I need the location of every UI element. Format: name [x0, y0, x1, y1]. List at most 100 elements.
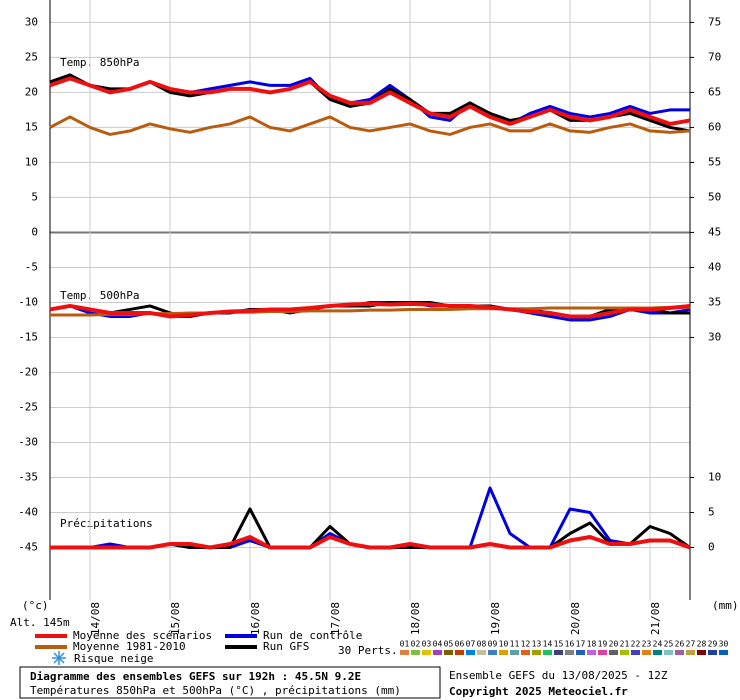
- perturbation-swatch: [653, 650, 662, 655]
- perturbation-swatch: [664, 650, 673, 655]
- panel-label: Précipitations: [60, 517, 153, 530]
- perturbation-label: 28: [697, 640, 707, 649]
- perturbation-label: 18: [587, 640, 597, 649]
- perturbation-label: 14: [543, 640, 553, 649]
- perturbation-label: 27: [686, 640, 696, 649]
- perturbation-swatch: [422, 650, 431, 655]
- perturbation-label: 17: [576, 640, 586, 649]
- y-tick-label: -30: [18, 435, 38, 448]
- snow-icon: [52, 651, 66, 665]
- perturbation-swatch: [488, 650, 497, 655]
- y2-tick-label: 40: [708, 260, 721, 273]
- y2-tick-label: 65: [708, 85, 721, 98]
- y-tick-label: -15: [18, 330, 38, 343]
- y-unit: (°c): [22, 599, 49, 612]
- perturbation-swatch: [697, 650, 706, 655]
- perturbation-swatch: [598, 650, 607, 655]
- y2-tick-label: 5: [708, 505, 715, 518]
- perturbation-swatch: [631, 650, 640, 655]
- y-tick-label: 30: [25, 15, 38, 28]
- y-tick-label: 15: [25, 120, 38, 133]
- legend-label: Run GFS: [263, 640, 309, 653]
- y2-tick-label: 0: [708, 540, 715, 553]
- y2-tick-label: 10: [708, 470, 721, 483]
- footer-box: [19, 666, 441, 699]
- perturbation-label: 20: [609, 640, 619, 649]
- perturbation-swatch: [521, 650, 530, 655]
- perturbation-label: 16: [565, 640, 575, 649]
- footer-title: Diagramme des ensembles GEFS sur 192h : …: [30, 670, 361, 683]
- y-tick-label: 20: [25, 85, 38, 98]
- y2-tick-label: 35: [708, 295, 721, 308]
- altitude: Alt. 145m: [10, 616, 70, 629]
- y-tick-label: -40: [18, 505, 38, 518]
- perturbation-label: 25: [664, 640, 674, 649]
- perturbation-label: 30: [719, 640, 729, 649]
- y2-unit: (mm): [712, 599, 739, 612]
- perturbation-label: 26: [675, 640, 685, 649]
- y-tick-label: -25: [18, 400, 38, 413]
- perturbation-label: 07: [466, 640, 476, 649]
- legend-label: Run de contrôle: [263, 629, 362, 642]
- perturbation-label: 15: [554, 640, 564, 649]
- perturbation-label: 19: [598, 640, 608, 649]
- series-line: [49, 76, 691, 126]
- y-tick-label: 0: [31, 225, 38, 238]
- perturbation-label: 24: [653, 640, 663, 649]
- perturbation-swatch: [565, 650, 574, 655]
- y2-tick-label: 55: [708, 155, 721, 168]
- perturbation-label: 13: [532, 640, 542, 649]
- x-tick-label: 20/08: [569, 602, 582, 635]
- y2-tick-label: 50: [708, 190, 721, 203]
- perturbation-label: 12: [521, 640, 531, 649]
- footer-subtitle: Températures 850hPa et 500hPa (°C) , pré…: [30, 684, 401, 697]
- panel-label: Temp. 850hPa: [60, 56, 139, 69]
- perturbation-label: 01: [400, 640, 410, 649]
- perturbation-swatch: [554, 650, 563, 655]
- perturbation-swatch: [477, 650, 486, 655]
- perturbation-label: 06: [455, 640, 465, 649]
- perturbation-swatch: [642, 650, 651, 655]
- perturbation-swatch: [455, 650, 464, 655]
- perturbation-swatch: [532, 650, 541, 655]
- x-tick-label: 14/08: [89, 602, 102, 635]
- series-line: [49, 115, 691, 136]
- perturbation-swatch: [609, 650, 618, 655]
- y2-tick-label: 45: [708, 225, 721, 238]
- perturbation-swatch: [433, 650, 442, 655]
- perts-label: 30 Perts.: [338, 644, 398, 657]
- footer-run: Ensemble GEFS du 13/08/2025 - 12Z: [449, 669, 668, 682]
- x-tick-label: 18/08: [409, 602, 422, 635]
- perturbation-label: 08: [477, 640, 487, 649]
- perturbation-swatch: [543, 650, 552, 655]
- y-tick-label: -10: [18, 295, 38, 308]
- y-tick-label: -45: [18, 540, 38, 553]
- perturbation-label: 09: [488, 640, 498, 649]
- y-tick-label: -35: [18, 470, 38, 483]
- y-tick-label: -5: [25, 260, 38, 273]
- perturbation-swatch: [510, 650, 519, 655]
- x-tick-label: 21/08: [649, 602, 662, 635]
- perturbation-swatch: [576, 650, 585, 655]
- legend-label: Moyenne des scénarios: [73, 629, 212, 642]
- series-line: [49, 301, 691, 319]
- panel-label: Temp. 500hPa: [60, 289, 139, 302]
- perturbation-label: 11: [510, 640, 520, 649]
- perturbation-label: 29: [708, 640, 718, 649]
- series-line: [50, 534, 691, 550]
- y2-tick-label: 60: [708, 120, 721, 133]
- footer-copyright: Copyright 2025 Meteociel.fr: [449, 685, 628, 698]
- perturbation-swatch: [686, 650, 695, 655]
- y-tick-label: -20: [18, 365, 38, 378]
- perturbation-swatch: [499, 650, 508, 655]
- perturbation-swatch: [444, 650, 453, 655]
- perturbation-swatch: [411, 650, 420, 655]
- perturbation-label: 23: [642, 640, 652, 649]
- perturbation-label: 04: [433, 640, 443, 649]
- y-tick-label: 5: [31, 190, 38, 203]
- perturbation-label: 22: [631, 640, 641, 649]
- y2-tick-label: 70: [708, 50, 721, 63]
- y2-tick-label: 75: [708, 15, 721, 28]
